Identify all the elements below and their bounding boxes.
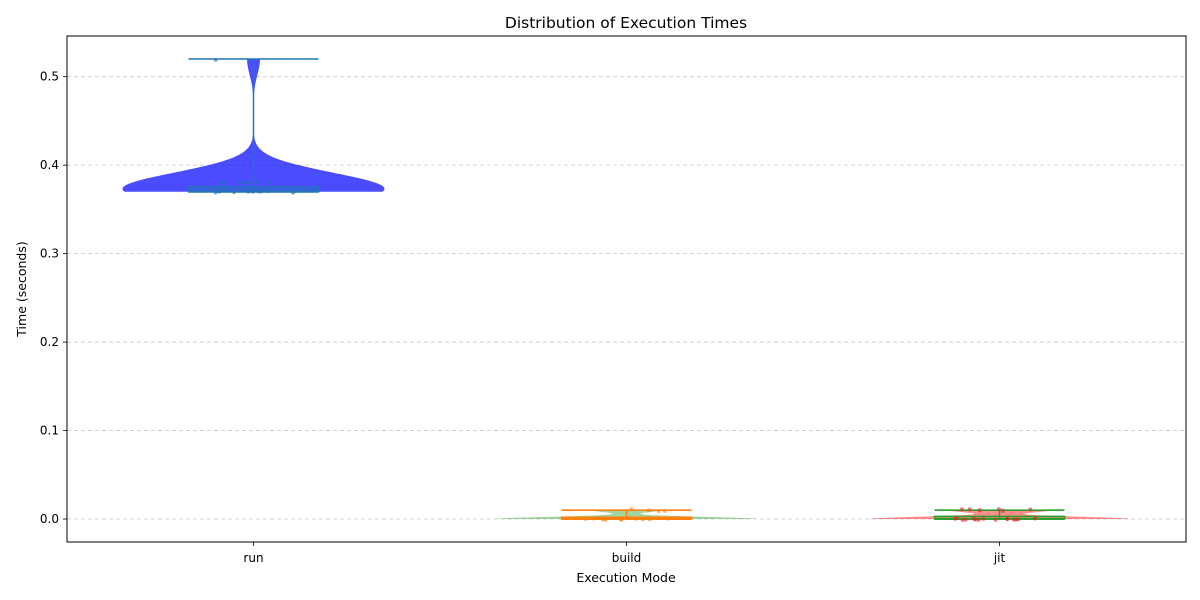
data-point	[954, 516, 959, 521]
data-point	[591, 516, 596, 521]
x-tick-label: build	[612, 551, 642, 565]
data-point	[963, 517, 968, 522]
data-point	[583, 516, 588, 521]
data-point	[646, 508, 651, 513]
violin-group-build	[496, 507, 757, 522]
data-point	[213, 57, 218, 62]
data-point	[217, 189, 222, 194]
data-point	[959, 507, 964, 512]
data-point	[222, 188, 227, 193]
data-point	[656, 509, 661, 514]
data-point	[967, 507, 972, 512]
data-point	[633, 516, 638, 521]
data-point	[640, 517, 645, 522]
data-point	[977, 508, 982, 513]
y-tick-label: 0.5	[40, 70, 59, 84]
data-point	[213, 190, 218, 195]
data-point	[1016, 517, 1021, 522]
x-tick-label: jit	[993, 551, 1006, 565]
y-axis-title: Time (seconds)	[14, 241, 29, 337]
data-point	[255, 180, 260, 185]
data-point	[246, 189, 251, 194]
y-tick-label: 0.4	[40, 158, 59, 172]
data-point	[996, 507, 1001, 512]
data-point	[266, 180, 271, 185]
data-point	[1011, 517, 1016, 522]
y-tick-label: 0.0	[40, 512, 59, 526]
y-tick-label: 0.1	[40, 424, 59, 438]
y-tick-label: 0.3	[40, 247, 59, 261]
data-point	[1005, 516, 1010, 521]
data-point	[960, 517, 965, 522]
data-point	[238, 180, 243, 185]
data-point	[1028, 507, 1033, 512]
violin-group-jit	[869, 507, 1130, 522]
axes-frame	[66, 35, 1187, 543]
violin-group-run	[122, 57, 385, 195]
data-point	[993, 517, 998, 522]
data-point	[266, 189, 271, 194]
data-point	[246, 180, 251, 185]
y-tick-label: 0.2	[40, 335, 59, 349]
data-point	[646, 516, 651, 521]
chart-title: Distribution of Execution Times	[505, 14, 747, 32]
data-point	[220, 181, 225, 186]
x-axis-title: Execution Mode	[576, 570, 676, 585]
data-point	[976, 517, 981, 522]
data-point	[603, 517, 608, 522]
x-tick-label: run	[243, 551, 263, 565]
data-point	[1000, 508, 1005, 513]
data-point	[256, 189, 261, 194]
data-point	[981, 516, 986, 521]
data-point	[1033, 516, 1038, 521]
data-point	[662, 508, 667, 513]
plot-area: run build jit 0.0 0.1 0.2 0.3 0.4 0.5	[40, 35, 1187, 565]
data-point	[973, 517, 978, 522]
data-point	[251, 189, 256, 194]
data-point	[620, 516, 625, 521]
data-point	[292, 189, 297, 194]
data-point	[232, 190, 237, 195]
data-point	[665, 516, 670, 521]
data-point	[629, 507, 634, 512]
